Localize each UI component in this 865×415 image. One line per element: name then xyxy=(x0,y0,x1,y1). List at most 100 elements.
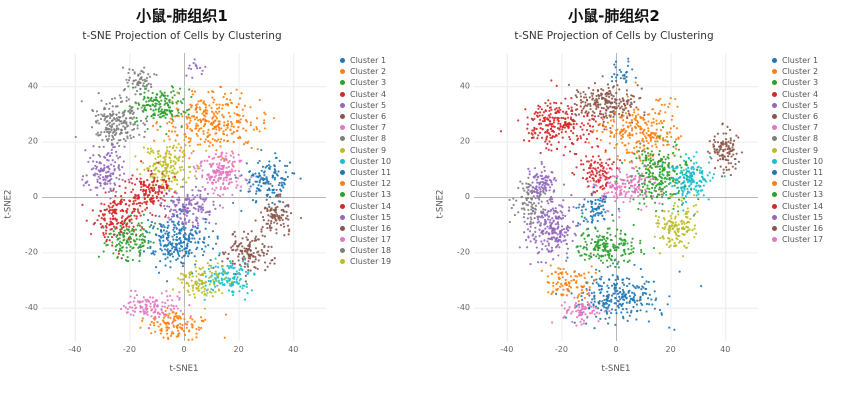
legend-marker-icon xyxy=(772,192,777,198)
chart-title: t-SNE Projection of Cells by Clustering xyxy=(82,30,282,42)
plot-row: t-SNE2 Cluster 1 Cluster 2 Cluster 3 Cluste… xyxy=(0,45,432,363)
legend: Cluster 1 Cluster 2 Cluster 3 Cluster 4 Clus… xyxy=(334,45,426,268)
legend-marker-icon xyxy=(340,158,345,164)
legend: Cluster 1 Cluster 2 Cluster 3 Cluster 4 Clus… xyxy=(766,45,858,245)
chart-title: t-SNE Projection of Cells by Clustering xyxy=(514,30,714,42)
legend-marker-icon xyxy=(772,169,777,175)
legend-item: Cluster 15 xyxy=(766,212,858,223)
legend-label: Cluster 14 xyxy=(350,201,392,211)
legend-item: Cluster 15 xyxy=(334,212,426,223)
legend-label: Cluster 16 xyxy=(782,223,824,233)
legend-label: Cluster 12 xyxy=(782,179,824,189)
legend-marker-icon xyxy=(772,91,777,97)
legend-item: Cluster 8 xyxy=(334,133,426,144)
legend-marker-icon xyxy=(772,114,777,120)
legend-item: Cluster 2 xyxy=(334,66,426,77)
legend-item: Cluster 1 xyxy=(766,55,858,66)
legend-marker-icon xyxy=(340,102,345,108)
legend-item: Cluster 16 xyxy=(766,223,858,234)
legend-label: Cluster 15 xyxy=(350,212,392,222)
legend-item: Cluster 7 xyxy=(766,122,858,133)
legend-marker-icon xyxy=(340,237,345,243)
legend-marker-icon xyxy=(340,192,345,198)
legend-marker-icon xyxy=(772,214,777,220)
legend-marker-icon xyxy=(340,181,345,187)
y-axis-label: t-SNE2 xyxy=(435,189,445,219)
legend-label: Cluster 2 xyxy=(782,67,819,77)
legend-label: Cluster 17 xyxy=(782,235,824,245)
legend-label: Cluster 17 xyxy=(350,235,392,245)
legend-label: Cluster 11 xyxy=(350,167,392,177)
legend-item: Cluster 6 xyxy=(334,111,426,122)
legend-label: Cluster 8 xyxy=(350,134,387,144)
legend-item: Cluster 5 xyxy=(766,100,858,111)
y-axis-label-strip: t-SNE2 xyxy=(432,45,448,363)
legend-item: Cluster 14 xyxy=(334,200,426,211)
x-axis-label: t-SNE1 xyxy=(601,364,631,374)
legend-marker-icon xyxy=(772,181,777,187)
legend-marker-icon xyxy=(772,158,777,164)
legend-item: Cluster 11 xyxy=(334,167,426,178)
legend-label: Cluster 4 xyxy=(782,89,819,99)
legend-item: Cluster 2 xyxy=(766,66,858,77)
legend-label: Cluster 3 xyxy=(782,78,819,88)
panel-lung-tissue-2: 小鼠-肺组织2 t-SNE Projection of Cells by Clu… xyxy=(432,0,864,415)
legend-item: Cluster 11 xyxy=(766,167,858,178)
legend-marker-icon xyxy=(772,237,777,243)
legend-marker-icon xyxy=(340,225,345,231)
legend-label: Cluster 1 xyxy=(782,56,819,66)
legend-item: Cluster 12 xyxy=(334,178,426,189)
legend-item: Cluster 17 xyxy=(334,234,426,245)
legend-marker-icon xyxy=(340,136,345,142)
legend-item: Cluster 10 xyxy=(766,156,858,167)
legend-label: Cluster 10 xyxy=(350,156,392,166)
legend-item: Cluster 8 xyxy=(766,133,858,144)
legend-item: Cluster 10 xyxy=(334,156,426,167)
legend-label: Cluster 6 xyxy=(782,112,819,122)
panel-lung-tissue-1: 小鼠-肺组织1 t-SNE Projection of Cells by Clu… xyxy=(0,0,432,415)
legend-marker-icon xyxy=(340,259,345,265)
legend-marker-icon xyxy=(340,58,345,64)
legend-item: Cluster 5 xyxy=(334,100,426,111)
legend-item: Cluster 4 xyxy=(334,89,426,100)
legend-marker-icon xyxy=(340,169,345,175)
legend-label: Cluster 15 xyxy=(782,212,824,222)
legend-label: Cluster 5 xyxy=(782,100,819,110)
legend-marker-icon xyxy=(340,80,345,86)
legend-item: Cluster 13 xyxy=(334,189,426,200)
legend-label: Cluster 1 xyxy=(350,56,387,66)
legend-label: Cluster 7 xyxy=(782,123,819,133)
legend-marker-icon xyxy=(340,114,345,120)
legend-label: Cluster 7 xyxy=(350,123,387,133)
legend-label: Cluster 13 xyxy=(350,190,392,200)
legend-marker-icon xyxy=(340,248,345,254)
legend-marker-icon xyxy=(772,225,777,231)
legend-marker-icon xyxy=(772,136,777,142)
legend-item: Cluster 9 xyxy=(334,145,426,156)
scatter-plot-canvas xyxy=(16,45,334,363)
legend-marker-icon xyxy=(340,125,345,131)
legend-item: Cluster 19 xyxy=(334,256,426,267)
panel-title: 小鼠-肺组织1 xyxy=(136,7,228,25)
legend-label: Cluster 13 xyxy=(782,190,824,200)
scatter-plot-canvas xyxy=(448,45,766,363)
legend-item: Cluster 13 xyxy=(766,189,858,200)
legend-label: Cluster 3 xyxy=(350,78,387,88)
legend-item: Cluster 18 xyxy=(334,245,426,256)
legend-item: Cluster 6 xyxy=(766,111,858,122)
legend-label: Cluster 2 xyxy=(350,67,387,77)
legend-label: Cluster 8 xyxy=(782,134,819,144)
legend-item: Cluster 12 xyxy=(766,178,858,189)
legend-label: Cluster 9 xyxy=(782,145,819,155)
legend-marker-icon xyxy=(340,214,345,220)
legend-label: Cluster 19 xyxy=(350,257,392,267)
legend-item: Cluster 7 xyxy=(334,122,426,133)
legend-label: Cluster 12 xyxy=(350,179,392,189)
legend-item: Cluster 4 xyxy=(766,89,858,100)
legend-item: Cluster 16 xyxy=(334,223,426,234)
legend-label: Cluster 6 xyxy=(350,112,387,122)
plot-row: t-SNE2 Cluster 1 Cluster 2 Cluster 3 Cluste… xyxy=(432,45,864,363)
panel-title: 小鼠-肺组织2 xyxy=(568,7,660,25)
legend-label: Cluster 9 xyxy=(350,145,387,155)
